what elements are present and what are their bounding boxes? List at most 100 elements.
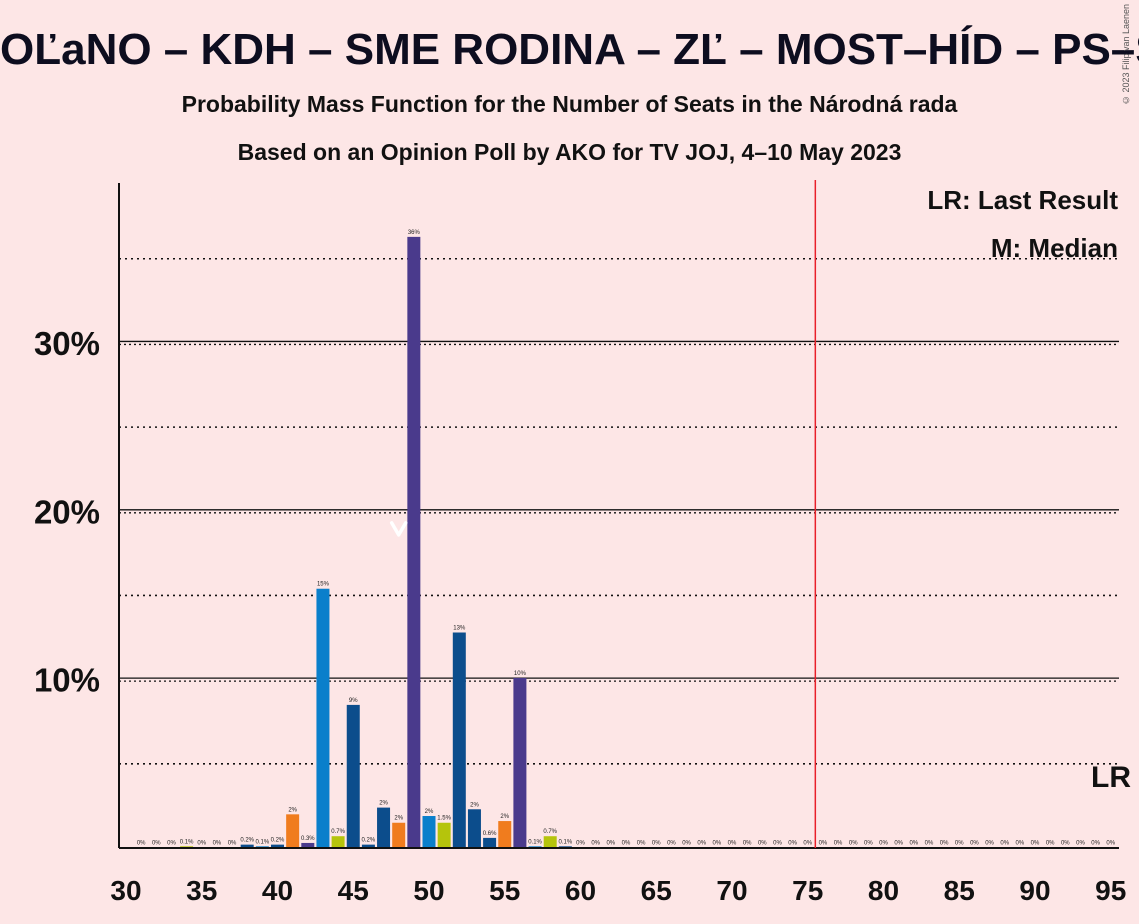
bar-label-seat-61: 0% (591, 841, 600, 847)
bar-label-seat-86: 0% (970, 841, 979, 847)
bar-label-seat-85: 0% (955, 841, 964, 847)
chart-title: OĽaNO – KDH – SME RODINA – ZĽ – MOST–HÍD… (0, 25, 1139, 74)
bar-seat-47 (377, 807, 391, 848)
markers (389, 180, 817, 848)
x-tick-label-60: 60 (565, 875, 596, 906)
bar-seat-49 (407, 236, 421, 848)
median-marker (389, 521, 408, 537)
bar-label-seat-83: 0% (925, 841, 934, 847)
bar-label-seat-41: 2% (288, 807, 297, 813)
bar-label-seat-37: 0% (228, 841, 237, 847)
bar-label-seat-89: 0% (1016, 841, 1025, 847)
y-tick-label-30: 30% (34, 325, 100, 362)
bar-label-seat-66: 0% (667, 841, 676, 847)
bar-label-seat-33: 0% (167, 841, 176, 847)
bar-label-seat-82: 0% (909, 841, 918, 847)
x-tick-label-90: 90 (1019, 875, 1050, 906)
bar-seat-50 (422, 816, 436, 848)
bar-series (134, 236, 1118, 848)
bar-label-seat-76: 0% (819, 841, 828, 847)
bar-label-seat-74: 0% (788, 841, 797, 847)
bar-seat-38 (240, 844, 254, 848)
bar-seat-56 (513, 677, 527, 848)
bar-seat-48 (392, 822, 406, 848)
bar-label-seat-62: 0% (606, 841, 615, 847)
bar-label-seat-57: 0.1% (528, 839, 542, 845)
bar-label-seat-53: 2% (470, 802, 479, 808)
bar-labels: 0% 0% 0% 0.1% 0% 0% 0% 0.2% 0.1% 0.2%2%0.3%15%0.7… (137, 230, 1116, 847)
bar-label-seat-46: 0.2% (362, 838, 376, 844)
bar-label-seat-49: 36% (408, 230, 421, 236)
bar-label-seat-63: 0% (622, 841, 631, 847)
bar-seat-51 (437, 822, 451, 848)
x-tick-label-45: 45 (338, 875, 369, 906)
bar-label-seat-35: 0% (197, 841, 206, 847)
bar-label-seat-92: 0% (1061, 841, 1070, 847)
bar-label-seat-70: 0% (728, 841, 737, 847)
bar-seat-41 (286, 814, 300, 848)
bar-label-seat-69: 0% (713, 841, 722, 847)
bar-label-seat-94: 0% (1091, 841, 1100, 847)
y-tick-label-10: 10% (34, 662, 100, 699)
bar-label-seat-93: 0% (1076, 841, 1085, 847)
bar-seat-52 (452, 632, 466, 848)
bar-label-seat-75: 0% (803, 841, 812, 847)
x-tick-label-75: 75 (792, 875, 823, 906)
x-tick-label-70: 70 (716, 875, 747, 906)
legend-median: M: Median (991, 233, 1118, 263)
bar-label-seat-72: 0% (758, 841, 767, 847)
legend-last-result: LR: Last Result (927, 185, 1118, 215)
bar-label-seat-78: 0% (849, 841, 858, 847)
chart-source: Based on an Opinion Poll by AKO for TV J… (237, 139, 902, 165)
x-tick-label-80: 80 (868, 875, 899, 906)
bar-label-seat-67: 0% (682, 841, 691, 847)
bar-label-seat-79: 0% (864, 841, 873, 847)
bar-label-seat-59: 0.1% (559, 839, 573, 845)
bar-label-seat-40: 0.2% (271, 838, 285, 844)
bar-label-seat-91: 0% (1046, 841, 1055, 847)
bar-label-seat-54: 0.6% (483, 831, 497, 837)
bar-label-seat-48: 2% (394, 816, 403, 822)
bar-seat-40 (271, 844, 284, 848)
bar-label-seat-87: 0% (985, 841, 994, 847)
bar-label-seat-42: 0.3% (301, 836, 315, 842)
bar-label-seat-50: 2% (425, 809, 434, 815)
x-tick-label-55: 55 (489, 875, 520, 906)
x-tick-label-95: 95 (1095, 875, 1126, 906)
bar-label-seat-51: 1.5% (437, 816, 451, 822)
bar-label-seat-45: 9% (349, 698, 358, 704)
bar-label-seat-65: 0% (652, 841, 661, 847)
bar-label-seat-56: 10% (514, 671, 527, 677)
chart-subtitle: Probability Mass Function for the Number… (181, 91, 958, 117)
bar-seat-53 (467, 809, 481, 848)
bar-seat-55 (498, 821, 512, 848)
bar-seat-45 (346, 704, 360, 848)
bar-label-seat-34: 0.1% (180, 839, 194, 845)
bar-label-seat-36: 0% (213, 841, 222, 847)
axes: 10% 20% 30% 30 35 40 45 50 55 60 65 70 75 80 85 90 95 (34, 183, 1126, 906)
y-tick-label-20: 20% (34, 493, 100, 530)
x-tick-label-35: 35 (186, 875, 217, 906)
bar-label-seat-58: 0.7% (543, 829, 557, 835)
bar-label-seat-52: 13% (453, 626, 466, 632)
bar-label-seat-80: 0% (879, 841, 888, 847)
bar-label-seat-88: 0% (1000, 841, 1009, 847)
bar-label-seat-39: 0.1% (256, 839, 270, 845)
x-tick-label-30: 30 (110, 875, 141, 906)
bar-label-seat-47: 2% (379, 801, 388, 807)
bar-label-seat-31: 0% (137, 841, 146, 847)
last-result-marker: LR (1091, 761, 1131, 794)
bar-label-seat-64: 0% (637, 841, 646, 847)
bar-label-seat-43: 15% (317, 582, 330, 588)
x-tick-label-65: 65 (641, 875, 672, 906)
bar-label-seat-38: 0.2% (240, 838, 254, 844)
bar-seat-42 (301, 842, 315, 848)
bar-label-seat-68: 0% (697, 841, 706, 847)
x-tick-label-85: 85 (944, 875, 975, 906)
bar-label-seat-90: 0% (1031, 841, 1040, 847)
bar-seat-43 (316, 588, 330, 848)
bar-seat-58 (543, 836, 557, 848)
bar-label-seat-95: 0% (1106, 841, 1115, 847)
bar-label-seat-77: 0% (834, 841, 843, 847)
